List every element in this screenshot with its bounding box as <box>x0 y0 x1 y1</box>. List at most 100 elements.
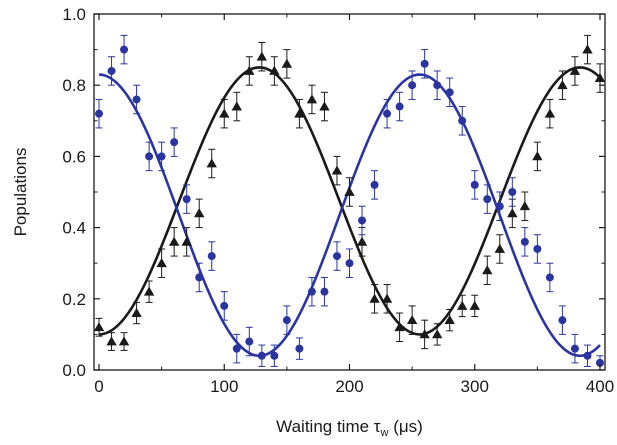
circle-point <box>520 237 529 246</box>
triangle-point <box>331 165 343 175</box>
circle-point <box>132 95 141 104</box>
x-axis-label: Waiting time τw (μs) <box>276 417 423 439</box>
triangle-point <box>244 65 255 75</box>
circle-point <box>495 202 504 211</box>
circle-point <box>570 344 579 353</box>
circle-point <box>307 287 316 296</box>
error-bars <box>95 34 604 371</box>
circle-point <box>383 109 392 118</box>
circle-point <box>545 273 554 282</box>
circle-point <box>232 344 241 353</box>
circle-point <box>395 102 404 111</box>
triangle-point <box>306 94 318 104</box>
x-axis-label-text: Waiting time <box>276 417 374 436</box>
circle-point <box>95 109 104 118</box>
triangle-point <box>219 108 230 118</box>
y-tick-label: 0.8 <box>62 76 86 95</box>
circle-point <box>220 301 229 310</box>
triangle-point <box>569 65 581 75</box>
triangle-point <box>494 243 505 253</box>
triangle-point <box>406 314 418 325</box>
circle-point <box>332 252 341 261</box>
triangle-point <box>131 307 142 317</box>
triangle-point <box>319 101 330 111</box>
y-tick-label: 0.6 <box>62 147 86 166</box>
x-axis-label-subscript: w <box>380 427 389 439</box>
triangle-point <box>281 58 293 68</box>
triangle-point <box>381 293 393 303</box>
triangle-point <box>431 329 443 339</box>
triangle-point <box>507 208 518 218</box>
triangle-point <box>256 51 268 61</box>
circle-point <box>145 152 154 161</box>
circle-point <box>358 216 367 225</box>
circle-point <box>345 259 354 268</box>
circle-point <box>420 59 429 68</box>
circle-point <box>533 244 542 253</box>
circle-point <box>295 344 304 353</box>
triangle-point <box>231 101 242 111</box>
x-tick-label: 100 <box>210 377 238 396</box>
triangle-point <box>269 65 280 75</box>
circle-point <box>270 351 279 360</box>
triangle-point <box>444 314 455 325</box>
circle-point <box>583 351 592 360</box>
triangle-point <box>143 286 155 296</box>
triangle-point <box>457 300 468 310</box>
circle-point <box>458 116 467 125</box>
circle-point <box>433 81 442 90</box>
data-points <box>93 44 606 367</box>
triangle-point <box>181 236 192 246</box>
triangle-point <box>482 265 493 275</box>
circle-point <box>370 180 379 189</box>
triangle-point <box>156 258 167 268</box>
triangle-point <box>168 236 180 246</box>
circle-point <box>170 138 179 147</box>
x-tick-label: 300 <box>461 377 489 396</box>
triangle-point <box>93 322 105 332</box>
circle-point <box>408 81 417 90</box>
y-tick-label: 0.4 <box>62 219 86 238</box>
y-tick-label: 1.0 <box>62 5 86 24</box>
triangle-point <box>519 201 531 211</box>
triangle-point <box>394 322 405 332</box>
triangle-point <box>194 208 205 218</box>
circle-point <box>257 351 266 360</box>
circle-point <box>207 252 216 261</box>
triangle-point <box>369 293 380 303</box>
circle-point <box>245 337 254 346</box>
triangle-point <box>594 72 606 82</box>
x-tick-label: 0 <box>94 377 103 396</box>
x-axis-label-symbol: τ <box>374 417 381 436</box>
circle-point <box>483 195 492 204</box>
circle-point <box>157 152 166 161</box>
x-axis-label-unit: (μs) <box>388 417 422 436</box>
axis-ticks: 0 100 200 300 400 0.0 0.2 0.4 0.6 0.8 1.0 <box>62 5 614 396</box>
triangle-point <box>118 336 130 346</box>
circle-point <box>508 188 517 196</box>
x-tick-label: 400 <box>586 377 614 396</box>
circle-point <box>182 195 191 204</box>
triangle-point <box>544 108 556 118</box>
triangle-point <box>419 329 430 339</box>
circle-point <box>595 358 604 367</box>
fit-curve-1 <box>98 66 601 336</box>
circle-point <box>558 316 567 325</box>
circle-point <box>445 88 454 97</box>
circle-point <box>195 273 204 282</box>
triangle-point <box>294 108 305 118</box>
circle-point <box>282 316 291 325</box>
triangle-point <box>106 336 117 346</box>
triangle-point <box>532 151 543 161</box>
circle-point <box>320 287 329 296</box>
y-tick-label: 0.2 <box>62 290 86 309</box>
triangle-point <box>582 44 593 54</box>
triangle-point <box>557 80 568 90</box>
y-tick-label: 0.0 <box>62 361 86 380</box>
triangle-point <box>206 158 217 168</box>
triangle-point <box>344 186 355 196</box>
y-axis-label: Populations <box>11 148 30 237</box>
triangle-point <box>469 300 480 310</box>
circle-point <box>120 45 129 54</box>
